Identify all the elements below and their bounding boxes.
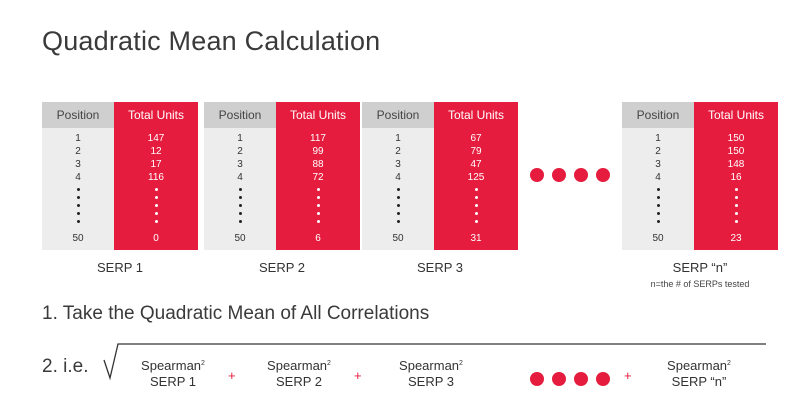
term-word: Spearman [667,358,728,373]
position-value: 2 [237,146,243,157]
units-value: 150 [727,146,745,157]
position-value: 3 [75,159,81,170]
units-header: Total Units [289,108,347,122]
formula-term-2: Spearman2 SERP 2 [244,358,354,390]
position-value: 3 [655,159,661,170]
units-header: Total Units [127,108,185,122]
term-serp: SERP 3 [407,374,454,389]
position-value: 3 [395,159,401,170]
serp-table-1: Position 1 2 3 4 50 Total Units 147 12 1… [42,102,198,275]
serp-table-n: Position 1 2 3 4 50 Total Units 150 150 … [622,102,778,289]
units-header: Total Units [447,108,505,122]
vertical-ellipsis [362,188,434,228]
plus-sign: + [624,368,632,383]
formula-ellipsis-dots [530,372,610,386]
term-serp: SERP “n” [671,374,727,389]
step-1-text: 1. Take the Quadratic Mean of All Correl… [42,303,430,324]
vertical-ellipsis [694,188,778,228]
vertical-ellipsis [434,188,518,228]
position-value: 2 [395,146,401,157]
formula-term-1: Spearman2 SERP 1 [118,358,228,390]
serp-label: SERP 3 [416,260,463,275]
units-last: 6 [315,233,321,244]
position-value: 4 [75,172,81,183]
units-last: 31 [470,233,482,244]
units-value: 16 [730,172,742,183]
position-header: Position [622,102,694,128]
units-column: Total Units 147 12 17 116 0 [114,102,198,250]
term-exponent: 2 [201,360,205,367]
term-word: Spearman [267,358,328,373]
vertical-ellipsis [276,188,360,228]
term-word: Spearman [141,358,202,373]
units-value: 47 [470,159,482,170]
position-value: 4 [655,172,661,183]
position-value: 2 [75,146,81,157]
term-serp: SERP 2 [275,374,322,389]
position-last: 50 [392,233,404,244]
term-exponent: 2 [459,360,463,367]
formula-term-3: Spearman2 SERP 3 [376,358,486,390]
units-value: 88 [312,159,324,170]
position-column: Position 1 2 3 4 50 [622,102,694,250]
units-value: 99 [312,146,324,157]
step-2-text: 2. i.e. [42,356,89,377]
serp-label: SERP 2 [258,260,305,275]
units-value: 67 [470,133,482,144]
term-exponent: 2 [327,360,331,367]
position-value: 4 [237,172,243,183]
page-title: Quadratic Mean Calculation [42,26,381,56]
position-value: 1 [655,133,661,144]
units-column: Total Units 67 79 47 125 31 [434,102,518,250]
position-header: Position [362,102,434,128]
serp-table-2: Position 1 2 3 4 50 Total Units 117 99 8… [204,102,360,275]
position-value: 2 [655,146,661,157]
term-serp: SERP 1 [149,374,196,389]
units-value: 125 [467,172,485,183]
serp-label: SERP “n” [672,260,728,275]
position-value: 3 [237,159,243,170]
plus-sign: + [354,368,362,383]
formula-term-n: Spearman2 SERP “n” [644,358,754,390]
position-header: Position [42,102,114,128]
units-header: Total Units [707,108,765,122]
vertical-ellipsis [42,188,114,228]
units-value: 12 [150,146,162,157]
position-last: 50 [72,233,84,244]
units-value: 79 [470,146,482,157]
position-value: 4 [395,172,401,183]
units-last: 23 [730,233,742,244]
position-column: Position 1 2 3 4 50 [204,102,276,250]
position-column: Position 1 2 3 4 50 [362,102,434,250]
position-value: 1 [395,133,401,144]
term-exponent: 2 [727,360,731,367]
units-value: 116 [148,172,164,183]
serp-note: n=the # of SERPs tested [650,279,750,289]
term-word: Spearman [399,358,460,373]
plus-sign: + [228,368,236,383]
position-last: 50 [234,233,246,244]
units-value: 72 [312,172,324,183]
position-header: Position [204,102,276,128]
vertical-ellipsis [204,188,276,228]
position-value: 1 [237,133,243,144]
units-last: 0 [153,233,159,244]
units-column: Total Units 117 99 88 72 6 [276,102,360,250]
vertical-ellipsis [622,188,694,228]
position-last: 50 [652,233,664,244]
units-value: 17 [150,159,162,170]
position-value: 1 [75,133,81,144]
units-value: 148 [727,159,745,170]
serp-label: SERP 1 [96,260,143,275]
units-value: 117 [310,133,326,144]
serp-table-3: Position 1 2 3 4 50 Total Units 67 79 47… [362,102,518,275]
units-value: 150 [727,133,745,144]
vertical-ellipsis [114,188,198,228]
position-column: Position 1 2 3 4 50 [42,102,114,250]
units-column: Total Units 150 150 148 16 23 [694,102,778,250]
units-value: 147 [147,133,165,144]
ellipsis-dots [530,168,610,182]
